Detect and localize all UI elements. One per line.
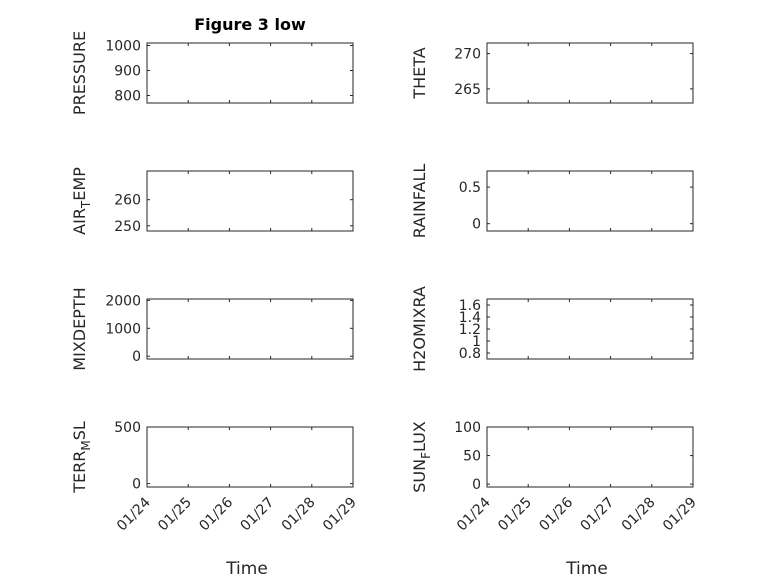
axes-frame bbox=[486, 298, 694, 360]
y-axis-label: SUNFLUX bbox=[410, 421, 433, 493]
x-tick-label: 01/27 bbox=[238, 495, 278, 535]
y-tick-label: 100 bbox=[454, 420, 481, 436]
x-tick-label: 01/24 bbox=[454, 494, 494, 534]
pressure-panel: 800 900 1000 PRESSURE bbox=[70, 31, 354, 115]
y-tick-label: 1.4 bbox=[459, 310, 481, 326]
terr-msl-panel: 0 500 TERRMSL 01/24 01/25 01/26 01/27 01/28 01/2… bbox=[70, 420, 360, 579]
axes-frame bbox=[486, 42, 694, 104]
y-axis-label: PRESSURE bbox=[70, 31, 89, 115]
y-axis-label: TERRMSL bbox=[70, 421, 93, 494]
y-axis-label: RAINFALL bbox=[410, 164, 429, 239]
y-tick-label: 0 bbox=[472, 217, 481, 233]
y-tick-label: 250 bbox=[114, 219, 141, 235]
x-tick-label: 01/26 bbox=[196, 494, 236, 534]
x-tick-label: 01/28 bbox=[619, 495, 659, 535]
h2omixra-panel: 0.811.21.41.6 H2OMIXRA bbox=[410, 286, 694, 372]
figure-title: Figure 3 low bbox=[194, 15, 306, 34]
axes-frame bbox=[146, 298, 354, 360]
y-tick-label: 0.5 bbox=[459, 180, 481, 196]
sun-flux-panel: 0 50 100 SUNFLUX 01/24 01/25 01/26 01/27 01/28 01… bbox=[410, 420, 700, 579]
x-tick-label: 01/28 bbox=[279, 495, 319, 535]
y-tick-label: 0 bbox=[472, 477, 481, 493]
x-tick-label: 01/25 bbox=[155, 495, 195, 535]
x-tick-label: 01/29 bbox=[660, 495, 700, 535]
y-tick-label: 0 bbox=[132, 349, 141, 365]
axes-frame bbox=[146, 42, 354, 104]
y-tick-label: 800 bbox=[114, 89, 141, 105]
theta-panel: 265 270 THETA bbox=[410, 42, 694, 104]
axes-frame bbox=[486, 426, 694, 488]
x-tick-label: 01/27 bbox=[578, 495, 618, 535]
x-axis-label: Time bbox=[565, 559, 608, 579]
y-tick-label: 1.2 bbox=[459, 322, 481, 338]
y-tick-label: 900 bbox=[114, 64, 141, 80]
y-tick-label: 500 bbox=[114, 420, 141, 436]
y-axis-label: MIXDEPTH bbox=[70, 287, 89, 370]
y-tick-label: 1000 bbox=[105, 321, 141, 337]
x-axis-label: Time bbox=[225, 559, 268, 579]
y-axis-label: H2OMIXRA bbox=[410, 286, 429, 372]
y-tick-label: 260 bbox=[114, 193, 141, 209]
rainfall-panel: 0 0.5 RAINFALL bbox=[410, 164, 694, 239]
y-tick-label: 1 bbox=[472, 334, 481, 350]
axes-frame bbox=[146, 170, 354, 232]
x-tick-label: 01/25 bbox=[495, 495, 535, 535]
axes-frame bbox=[486, 170, 694, 232]
x-tick-label: 01/26 bbox=[536, 494, 576, 534]
y-axis-label: THETA bbox=[410, 47, 429, 99]
mixdepth-panel: 0 1000 2000 MIXDEPTH bbox=[70, 287, 354, 371]
y-tick-label: 0.8 bbox=[459, 346, 481, 362]
axes-frame bbox=[146, 426, 354, 488]
x-tick-label: 01/29 bbox=[320, 495, 360, 535]
y-tick-label: 2000 bbox=[105, 293, 141, 309]
y-axis-label: AIRTEMP bbox=[70, 167, 93, 235]
y-tick-label: 270 bbox=[454, 47, 481, 63]
y-tick-label: 0 bbox=[132, 477, 141, 493]
y-tick-label: 1000 bbox=[105, 39, 141, 55]
y-tick-label: 1.6 bbox=[459, 298, 481, 314]
x-tick-label: 01/24 bbox=[114, 494, 154, 534]
air-temp-panel: 250 260 AIRTEMP bbox=[70, 167, 354, 235]
y-tick-label: 265 bbox=[454, 82, 481, 98]
y-tick-label: 50 bbox=[463, 449, 481, 465]
